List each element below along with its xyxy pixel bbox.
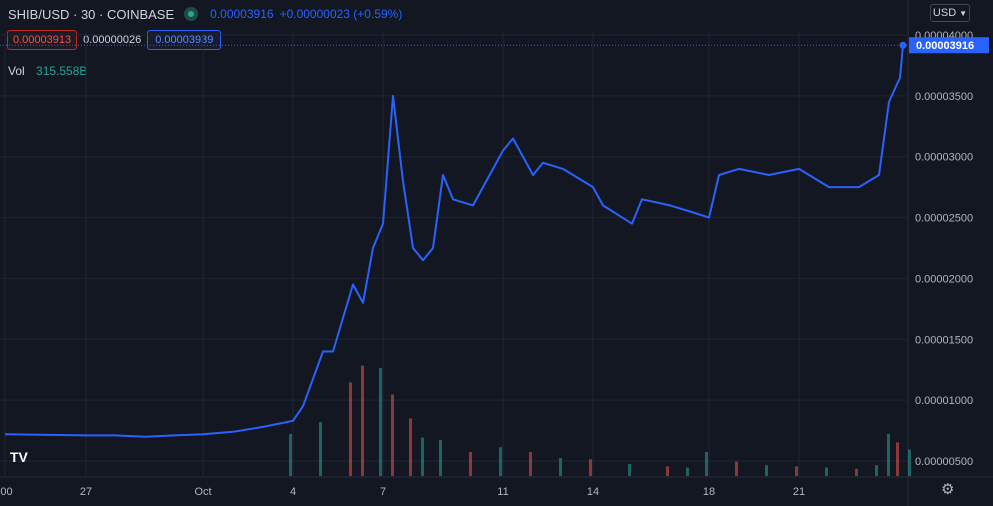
volume-bar: [529, 452, 532, 476]
volume-bar: [666, 466, 669, 476]
volume-bar: [765, 465, 768, 476]
volume-bar: [469, 452, 472, 476]
volume-bar: [361, 365, 364, 476]
x-tick-label: :00: [0, 486, 13, 498]
y-tick-label: 0.00002000: [915, 273, 973, 285]
volume-bar: [319, 422, 322, 476]
x-tick-label: 7: [380, 486, 386, 498]
price-change: +0.00000023 (+0.59%): [279, 7, 403, 21]
market-status-icon[interactable]: [184, 7, 199, 21]
price-line: [4, 45, 904, 438]
volume-bar: [391, 394, 394, 476]
volume-bar: [421, 437, 424, 476]
volume-bar: [409, 418, 412, 476]
volume-value: 315.558B: [36, 64, 88, 78]
y-tick-label: 0.00003000: [915, 152, 973, 164]
volume-bar: [499, 447, 502, 476]
volume-bar: [686, 467, 689, 476]
volume-label: Vol: [8, 64, 25, 78]
y-tick-label: 0.00001000: [915, 395, 973, 407]
chart-header: SHIB/USD · 30 · COINBASE 0.00003916 +0.0…: [8, 6, 402, 22]
volume-bar: [825, 467, 828, 476]
x-tick-label: 14: [587, 486, 599, 498]
volume-bar: [887, 434, 890, 476]
y-tick-label: 0.00000500: [915, 456, 973, 468]
spread-value: 0.00000026: [83, 34, 142, 46]
volume-bar: [735, 461, 738, 476]
currency-dropdown[interactable]: USD ▼: [930, 4, 970, 22]
y-tick-label: 0.00001500: [915, 334, 973, 346]
volume-bar: [705, 452, 708, 476]
volume-bar: [908, 449, 911, 476]
y-tick-label: 0.00002500: [915, 213, 973, 225]
symbol-title[interactable]: SHIB/USD · 30 · COINBASE: [8, 6, 175, 22]
volume-bar: [559, 458, 562, 476]
volume-bar: [379, 368, 382, 476]
x-tick-label: 4: [290, 486, 296, 498]
volume-bar: [289, 434, 292, 476]
x-tick-label: 27: [80, 486, 92, 498]
volume-bar: [349, 382, 352, 476]
x-tick-label: 11: [497, 486, 508, 498]
chevron-down-icon: ▼: [959, 8, 968, 18]
volume-bar: [875, 465, 878, 476]
x-tick-label: Oct: [194, 486, 211, 498]
volume-bar: [589, 459, 592, 476]
last-price-tag-label: 0.00003916: [916, 40, 974, 52]
x-tick-label: 21: [793, 486, 805, 498]
volume-bar: [795, 466, 798, 476]
currency-label: USD: [932, 7, 957, 19]
volume-bar: [439, 440, 442, 476]
volume-bar: [896, 442, 899, 476]
gear-icon[interactable]: ⚙: [941, 481, 955, 498]
volume-legend[interactable]: Vol 315.558B: [8, 64, 87, 78]
last-price-tag: [909, 37, 989, 54]
volume-bar: [855, 468, 858, 476]
x-tick-label: 18: [703, 486, 715, 498]
y-tick-label: 0.00003500: [915, 91, 973, 103]
volume-bar: [628, 464, 631, 476]
last-price: 0.00003916: [210, 7, 274, 21]
last-price-dot: [899, 41, 907, 49]
tradingview-logo: TV: [10, 449, 29, 465]
